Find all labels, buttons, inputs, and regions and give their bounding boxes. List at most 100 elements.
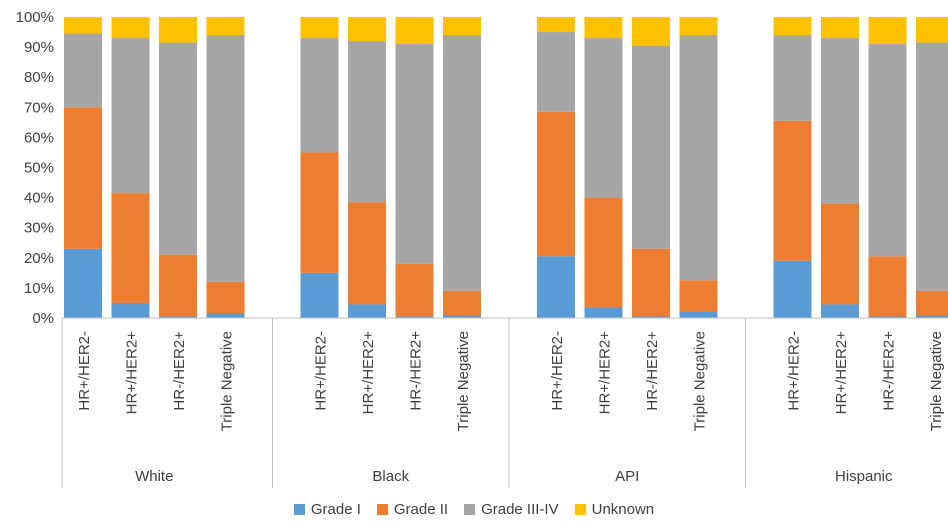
bar-hispanic-hr-her2-grade-iii-iv: [773, 35, 812, 121]
bar-white-hr-her2-grade-iii-iv: [159, 42, 197, 255]
bar-black-hr-her2-grade-ii: [300, 152, 339, 273]
x-category-label: HR+/HER2+: [124, 331, 141, 415]
legend-item-grade-ii: Grade II: [376, 501, 449, 518]
legend-swatch-grade-iii-iv: [464, 504, 476, 515]
x-category-label: HR+/HER2-: [76, 331, 93, 411]
bar-black-hr-her2-grade-ii: [395, 263, 434, 317]
bar-white-hr-her2-unknown: [64, 17, 102, 34]
x-category-label: HR+/HER2+: [833, 331, 850, 415]
bar-api-triple-negative-grade-ii: [679, 280, 718, 312]
bar-api-hr-her2-grade-i: [632, 316, 670, 318]
bar-black-hr-her2-grade-i: [348, 304, 386, 318]
bar-black-hr-her2-grade-i: [395, 316, 434, 318]
bar-api-hr-her2-grade-iii-iv: [537, 32, 575, 112]
y-tick-label: 0%: [32, 310, 54, 327]
bar-black-triple-negative-grade-iii-iv: [443, 35, 481, 291]
bar-hispanic-hr-her2-grade-ii: [773, 120, 812, 261]
bar-hispanic-hr-her2-grade-iii-iv: [821, 38, 859, 204]
legend-swatch-grade-i: [293, 504, 305, 515]
bar-black-triple-negative-grade-ii: [443, 290, 481, 315]
bar-black-hr-her2-unknown: [348, 17, 386, 42]
bar-hispanic-hr-her2-grade-ii: [868, 256, 907, 317]
bar-white-hr-her2-grade-i: [159, 316, 197, 318]
stacked-bar-chart: 0% 10% 20% 30% 40% 50% 60% 70% 80% 90% 100% HR+/HER…: [16, 9, 948, 488]
bar-black-triple-negative-unknown: [443, 17, 481, 36]
bar-white-hr-her2-grade-ii: [64, 107, 102, 249]
bar-api-hr-her2-unknown: [584, 17, 623, 39]
bar-api-triple-negative-unknown: [679, 17, 718, 36]
x-category-label: HR-/HER2+: [644, 331, 661, 411]
x-category-label: HR-/HER2+: [408, 331, 425, 411]
x-category-label: Triple Negative: [219, 331, 236, 431]
bar-black-hr-her2-grade-iii-iv: [395, 44, 434, 264]
y-tick-label: 100%: [16, 9, 54, 26]
y-tick-label: 80%: [24, 69, 54, 86]
legend-swatch-grade-ii: [376, 504, 388, 515]
y-tick-label: 20%: [24, 250, 54, 267]
bar-white-triple-negative-grade-i: [206, 313, 245, 318]
bar-white-hr-her2-unknown: [159, 17, 197, 43]
bar-black-hr-her2-unknown: [300, 17, 339, 39]
bar-api-triple-negative-grade-iii-iv: [679, 35, 718, 281]
bar-white-hr-her2-grade-iii-iv: [111, 38, 150, 194]
legend-label-grade-iii-iv: Grade III-IV: [481, 501, 559, 518]
legend-label-grade-i: Grade I: [310, 501, 361, 518]
legend-item-grade-i: Grade I: [293, 501, 361, 518]
bar-hispanic-hr-her2-grade-i: [868, 316, 907, 318]
bar-white-hr-her2-grade-ii: [111, 193, 150, 303]
bar-black-hr-her2-grade-ii: [348, 202, 386, 305]
x-category-label: HR+/HER2+: [597, 331, 614, 415]
group-label-white: White: [135, 468, 173, 485]
bar-api-hr-her2-grade-ii: [584, 197, 623, 308]
legend-swatch-unknown: [574, 504, 586, 515]
x-category-label: Triple Negative: [455, 331, 472, 431]
bar-hispanic-hr-her2-unknown: [821, 17, 859, 39]
bar-hispanic-triple-negative-grade-ii: [916, 290, 948, 315]
bar-hispanic-triple-negative-grade-i: [916, 314, 948, 318]
legend-item-unknown: Unknown: [574, 501, 654, 518]
bar-hispanic-triple-negative-grade-iii-iv: [916, 42, 948, 291]
legend-item-grade-iii-iv: Grade III-IV: [464, 501, 559, 518]
bar-black-hr-her2-grade-iii-iv: [300, 38, 339, 153]
bar-white-hr-her2-grade-iii-iv: [64, 33, 102, 108]
legend-label-grade-ii: Grade II: [393, 501, 449, 518]
bar-hispanic-hr-her2-grade-iii-iv: [868, 44, 907, 257]
bar-api-hr-her2-grade-iii-iv: [584, 38, 623, 198]
x-category-label: HR+/HER2-: [313, 331, 330, 411]
x-category-label: HR+/HER2-: [549, 331, 566, 411]
y-tick-label: 10%: [24, 280, 54, 297]
y-tick-label: 70%: [24, 99, 54, 116]
bar-white-hr-her2-grade-ii: [159, 254, 197, 317]
bar-api-hr-her2-grade-iii-iv: [632, 45, 670, 249]
bar-hispanic-hr-her2-unknown: [868, 17, 907, 45]
y-tick-label: 90%: [24, 39, 54, 56]
bar-black-hr-her2-unknown: [395, 17, 434, 45]
bar-black-hr-her2-grade-i: [300, 272, 339, 318]
bar-api-hr-her2-grade-ii: [632, 248, 670, 317]
x-category-label: Triple Negative: [692, 331, 709, 431]
group-label-api: API: [615, 468, 639, 485]
bar-api-hr-her2-grade-i: [584, 307, 623, 318]
bar-white-hr-her2-grade-i: [111, 302, 150, 318]
bar-hispanic-triple-negative-unknown: [916, 17, 948, 43]
bar-hispanic-hr-her2-grade-ii: [821, 203, 859, 305]
y-tick-label: 40%: [24, 190, 54, 207]
y-tick-label: 30%: [24, 220, 54, 237]
x-category-label: HR-/HER2+: [171, 331, 188, 411]
legend: Grade I Grade II Grade III-IV Unknown: [0, 501, 948, 518]
x-category-label: HR+/HER2-: [786, 331, 803, 411]
bar-hispanic-hr-her2-grade-i: [773, 260, 812, 318]
bar-api-hr-her2-unknown: [537, 17, 575, 33]
group-label-black: Black: [372, 468, 409, 485]
bar-api-hr-her2-grade-i: [537, 256, 575, 318]
bar-black-hr-her2-grade-iii-iv: [348, 41, 386, 203]
bar-api-hr-her2-grade-ii: [537, 111, 575, 257]
y-tick-label: 50%: [24, 160, 54, 177]
bar-white-hr-her2-unknown: [111, 17, 150, 39]
bar-api-triple-negative-grade-i: [679, 311, 718, 318]
bar-black-triple-negative-grade-i: [443, 314, 481, 318]
bar-white-triple-negative-grade-iii-iv: [206, 35, 245, 282]
bar-hispanic-hr-her2-grade-i: [821, 304, 859, 318]
bar-white-triple-negative-unknown: [206, 17, 245, 36]
bar-white-triple-negative-grade-ii: [206, 281, 245, 314]
